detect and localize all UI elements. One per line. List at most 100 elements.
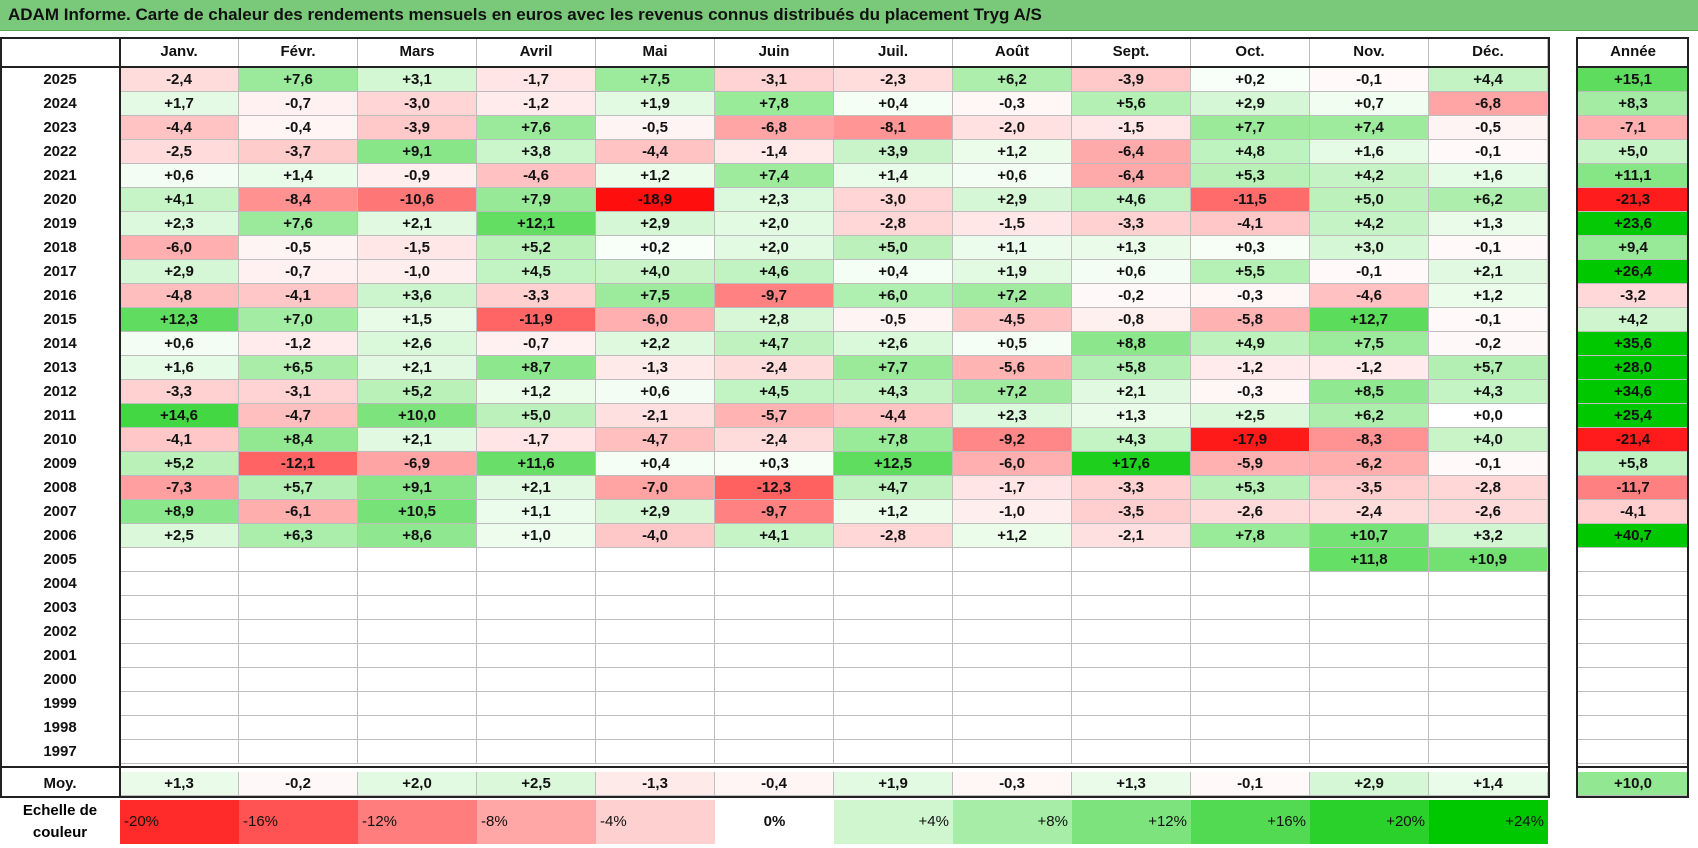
heatmap-cell: -1,2 xyxy=(1310,356,1429,380)
average-cell: +2,5 xyxy=(477,772,596,796)
heatmap-cell: +4,5 xyxy=(477,260,596,284)
heatmap-cell: +4,4 xyxy=(1429,68,1548,92)
color-scale-label: Echelle de couleur xyxy=(22,802,98,841)
heatmap-cell: +11,6 xyxy=(477,452,596,476)
heatmap-cell: +2,1 xyxy=(358,428,477,452)
heatmap-cell: +7,0 xyxy=(239,308,358,332)
heatmap-cell: +7,4 xyxy=(715,164,834,188)
heatmap-cell: +1,3 xyxy=(1072,236,1191,260)
heatmap-cell: +7,7 xyxy=(1191,116,1310,140)
heatmap-cell xyxy=(120,548,239,572)
header-separator xyxy=(0,66,1550,68)
heatmap-cell: +1,5 xyxy=(358,308,477,332)
heatmap-cell: -4,7 xyxy=(239,404,358,428)
heatmap-cell: +7,8 xyxy=(834,428,953,452)
heatmap-cell: +1,2 xyxy=(953,524,1072,548)
heatmap-cell: +5,6 xyxy=(1072,92,1191,116)
heatmap-cell: -6,8 xyxy=(715,116,834,140)
heatmap-cell xyxy=(239,596,358,620)
heatmap-cell: -2,0 xyxy=(953,116,1072,140)
heatmap-cell: -0,1 xyxy=(1429,140,1548,164)
year-label: 2024 xyxy=(43,95,77,112)
heatmap-cell: -6,0 xyxy=(596,308,715,332)
heatmap-cell: +7,2 xyxy=(953,380,1072,404)
heatmap-cell xyxy=(1310,740,1429,764)
heatmap-cell: +2,8 xyxy=(715,308,834,332)
heatmap-cell: -2,4 xyxy=(715,356,834,380)
heatmap-cell: +2,1 xyxy=(1429,260,1548,284)
heatmap-cell xyxy=(1072,572,1191,596)
heatmap-cell: +5,8 xyxy=(1072,356,1191,380)
heatmap-cell: +12,7 xyxy=(1310,308,1429,332)
heatmap-cell: +7,8 xyxy=(715,92,834,116)
heatmap-cell: -0,5 xyxy=(596,116,715,140)
heatmap-cell xyxy=(596,572,715,596)
heatmap-cell: +8,6 xyxy=(358,524,477,548)
heatmap-cell: +2,6 xyxy=(834,332,953,356)
heatmap-cell: -4,4 xyxy=(120,116,239,140)
heatmap-cell: -18,9 xyxy=(596,188,715,212)
heatmap-cell: -6,9 xyxy=(358,452,477,476)
heatmap-cell: +0,4 xyxy=(834,92,953,116)
heatmap-cell: +1,6 xyxy=(120,356,239,380)
heatmap-cell xyxy=(358,572,477,596)
heatmap-cell: +12,5 xyxy=(834,452,953,476)
month-header: Déc. xyxy=(1429,38,1548,68)
color-scale-step: -12% xyxy=(358,800,477,844)
heatmap-cell: -6,4 xyxy=(1072,140,1191,164)
heatmap-cell: -0,1 xyxy=(1429,236,1548,260)
year-label: 2008 xyxy=(43,479,77,496)
annual-cell: +9,4 xyxy=(1578,236,1688,260)
heatmap-cell: -4,6 xyxy=(477,164,596,188)
heatmap-cell: -3,3 xyxy=(1072,476,1191,500)
heatmap-cell: -17,9 xyxy=(1191,428,1310,452)
annual-cell: +25,4 xyxy=(1578,404,1688,428)
average-cell: +1,4 xyxy=(1429,772,1548,796)
heatmap-cell: +1,3 xyxy=(1072,404,1191,428)
heatmap-cell xyxy=(1310,668,1429,692)
heatmap-cell xyxy=(358,644,477,668)
heatmap-cell xyxy=(120,668,239,692)
heatmap-cell: +4,3 xyxy=(834,380,953,404)
heatmap-cell xyxy=(1191,548,1310,572)
heatmap-cell: -4,0 xyxy=(596,524,715,548)
year-label: 2001 xyxy=(43,647,77,664)
heatmap-cell: +7,6 xyxy=(239,68,358,92)
heatmap-cell: +5,0 xyxy=(1310,188,1429,212)
heatmap-cell: +2,0 xyxy=(715,236,834,260)
year-label: 2015 xyxy=(43,311,77,328)
heatmap-cell: +2,9 xyxy=(120,260,239,284)
heatmap-cell: +1,1 xyxy=(953,236,1072,260)
heatmap-cell: +1,3 xyxy=(1429,212,1548,236)
heatmap-cell: +10,5 xyxy=(358,500,477,524)
heatmap-cell: -0,7 xyxy=(239,260,358,284)
heatmap-cell: -1,0 xyxy=(953,500,1072,524)
color-scale-step: +12% xyxy=(1072,800,1191,844)
heatmap-cell: -2,6 xyxy=(1429,500,1548,524)
annual-cell: +34,6 xyxy=(1578,380,1688,404)
heatmap-cell: -0,5 xyxy=(239,236,358,260)
heatmap-cell: +3,1 xyxy=(358,68,477,92)
heatmap-cell: +7,5 xyxy=(596,68,715,92)
color-scale-step: -20% xyxy=(120,800,239,844)
heatmap-cell: +1,2 xyxy=(953,140,1072,164)
heatmap-cell: +2,9 xyxy=(596,500,715,524)
heatmap-cell: +4,3 xyxy=(1072,428,1191,452)
heatmap-cell xyxy=(715,620,834,644)
heatmap-cell: +1,1 xyxy=(477,500,596,524)
color-scale-step: -4% xyxy=(596,800,715,844)
heatmap-cell: +7,4 xyxy=(1310,116,1429,140)
heatmap-cell: +5,0 xyxy=(477,404,596,428)
heatmap-cell: +5,3 xyxy=(1191,476,1310,500)
heatmap-cell: +6,2 xyxy=(953,68,1072,92)
heatmap-cell: -3,3 xyxy=(120,380,239,404)
color-scale-step: +4% xyxy=(834,800,953,844)
heatmap-cell: -10,6 xyxy=(358,188,477,212)
heatmap-cell: +4,6 xyxy=(1072,188,1191,212)
average-label: Moy. xyxy=(43,775,77,792)
year-label: 2025 xyxy=(43,71,77,88)
heatmap-cell: -1,2 xyxy=(239,332,358,356)
heatmap-cell xyxy=(120,596,239,620)
heatmap-cell xyxy=(596,620,715,644)
year-label: 2021 xyxy=(43,167,77,184)
